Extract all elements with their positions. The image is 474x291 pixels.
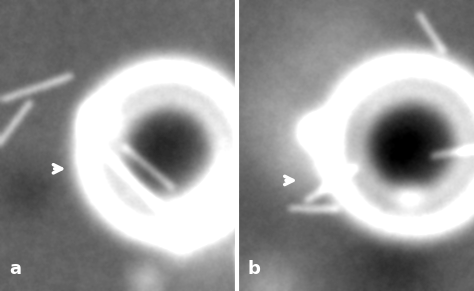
Text: b: b [248, 260, 261, 278]
Text: a: a [9, 260, 21, 278]
